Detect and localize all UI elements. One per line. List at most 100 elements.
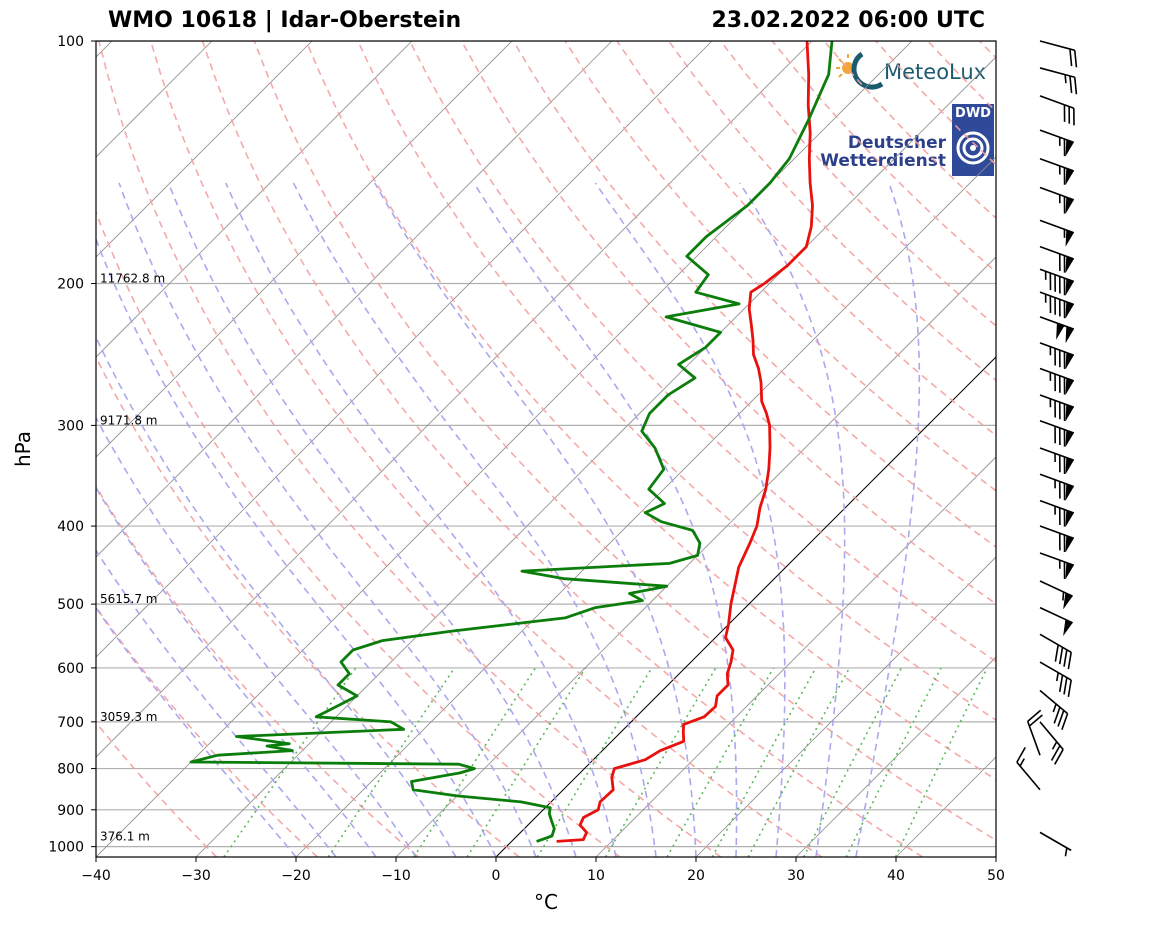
barb-staff — [1039, 95, 1075, 109]
barb-staff — [1039, 419, 1075, 434]
moist-adiabat — [96, 549, 337, 857]
barb-full — [1063, 104, 1066, 122]
barb-pennant — [1065, 168, 1074, 186]
temperature-line — [556, 41, 814, 843]
isotherm-line — [96, 41, 113, 58]
height-label: 3059.3 m — [100, 710, 158, 724]
dwd-logo: Deutscher Wetterdienst DWD — [820, 104, 996, 180]
mixing-ratio-line — [711, 667, 817, 857]
mixing-ratio-line — [845, 667, 942, 857]
barb-full — [1058, 253, 1061, 271]
y-tick-label: 600 — [57, 661, 84, 677]
wind-barb — [1039, 721, 1064, 765]
barb-full — [1057, 710, 1065, 727]
isotherm-line — [995, 856, 996, 857]
mixing-ratio-line — [536, 667, 653, 857]
barb-full — [1050, 745, 1061, 761]
dry-adiabat — [357, 41, 996, 722]
barb-half — [1054, 453, 1056, 463]
moist-adiabat — [224, 182, 617, 857]
barb-full — [1058, 402, 1061, 420]
barb-half — [1054, 479, 1056, 489]
isotherm-line — [96, 41, 513, 458]
barb-staff — [1039, 367, 1075, 382]
barb-full — [1063, 429, 1066, 447]
barb-pennant — [1065, 197, 1074, 214]
meteolux-logo: MeteoLux — [832, 46, 996, 98]
barb-staff — [1039, 689, 1069, 715]
barb-full — [1058, 427, 1061, 445]
barb-staff — [1039, 473, 1075, 488]
barb-full — [1054, 644, 1059, 662]
barb-staff — [1039, 606, 1073, 624]
wind-barb — [1039, 689, 1069, 731]
barb-half — [1055, 672, 1059, 682]
wind-barb — [1039, 95, 1075, 126]
barb-staff — [1039, 525, 1075, 540]
mixing-ratio-line — [604, 667, 717, 857]
barb-full — [1063, 377, 1066, 395]
wind-barb — [1039, 633, 1072, 670]
isotherm-line — [96, 41, 713, 658]
height-label: 376.1 m — [100, 829, 150, 843]
barb-full — [1058, 507, 1061, 525]
isotherm-line — [96, 41, 813, 758]
mixing-ratio-line — [747, 667, 851, 857]
barb-full — [1068, 106, 1071, 124]
barb-half — [1064, 847, 1068, 857]
barb-full — [1058, 350, 1061, 368]
barb-staff — [1039, 40, 1075, 52]
barb-pennant — [1056, 323, 1065, 340]
wind-barb — [1039, 580, 1073, 610]
y-tick-label: 900 — [57, 803, 84, 819]
x-tick-label: 40 — [887, 868, 905, 884]
wind-barb — [1026, 709, 1043, 756]
barb-pennant — [1065, 404, 1074, 422]
datetime-title: 23.02.2022 06:00 UTC — [711, 8, 985, 33]
barb-full — [1063, 138, 1066, 157]
y-tick-label: 500 — [57, 597, 84, 613]
barb-full — [1063, 255, 1066, 273]
barb-staff — [1039, 291, 1075, 306]
barb-pennant — [1065, 430, 1074, 448]
barb-pennant — [1065, 352, 1074, 370]
barb-full — [1069, 48, 1073, 67]
mixing-ratio-line — [466, 667, 587, 857]
dry-adiabat — [96, 484, 419, 857]
isotherm-line — [96, 41, 213, 158]
x-tick-label: 30 — [787, 868, 805, 884]
dwd-box: DWD — [952, 104, 994, 176]
barb-pennant — [1065, 256, 1074, 273]
x-tick-label: 50 — [987, 868, 1005, 884]
wind-barb — [1039, 831, 1072, 857]
barb-full — [1063, 196, 1066, 214]
barb-full — [1054, 749, 1064, 765]
barb-half — [1049, 372, 1052, 381]
y-axis-label: hPa — [11, 431, 35, 467]
barb-half — [1049, 398, 1052, 408]
height-label: 9171.8 m — [100, 413, 158, 427]
wind-barb — [1039, 157, 1075, 186]
barb-half — [1051, 741, 1058, 750]
barb-full — [1073, 50, 1078, 68]
barb-pennant — [1063, 619, 1073, 637]
barb-half — [1044, 271, 1047, 280]
wind-barb — [1039, 525, 1075, 553]
wind-barb — [1039, 291, 1075, 319]
meteolux-emblem-icon — [836, 51, 884, 90]
barb-full — [1049, 272, 1052, 291]
barb-pennant — [1065, 535, 1074, 553]
wind-barb — [1039, 367, 1075, 395]
barb-full — [1063, 456, 1066, 474]
barb-pennant — [1065, 278, 1074, 296]
barb-half — [1064, 74, 1067, 84]
height-label: 11762.8 m — [100, 272, 165, 286]
wind-barb — [1039, 129, 1075, 157]
barb-staff — [1039, 661, 1072, 681]
y-tick-label: 700 — [57, 715, 84, 731]
height-label: 5615.7 m — [100, 592, 158, 606]
isotherm-line — [96, 41, 913, 857]
barb-half — [1058, 560, 1061, 569]
barb-staff — [1039, 245, 1075, 260]
